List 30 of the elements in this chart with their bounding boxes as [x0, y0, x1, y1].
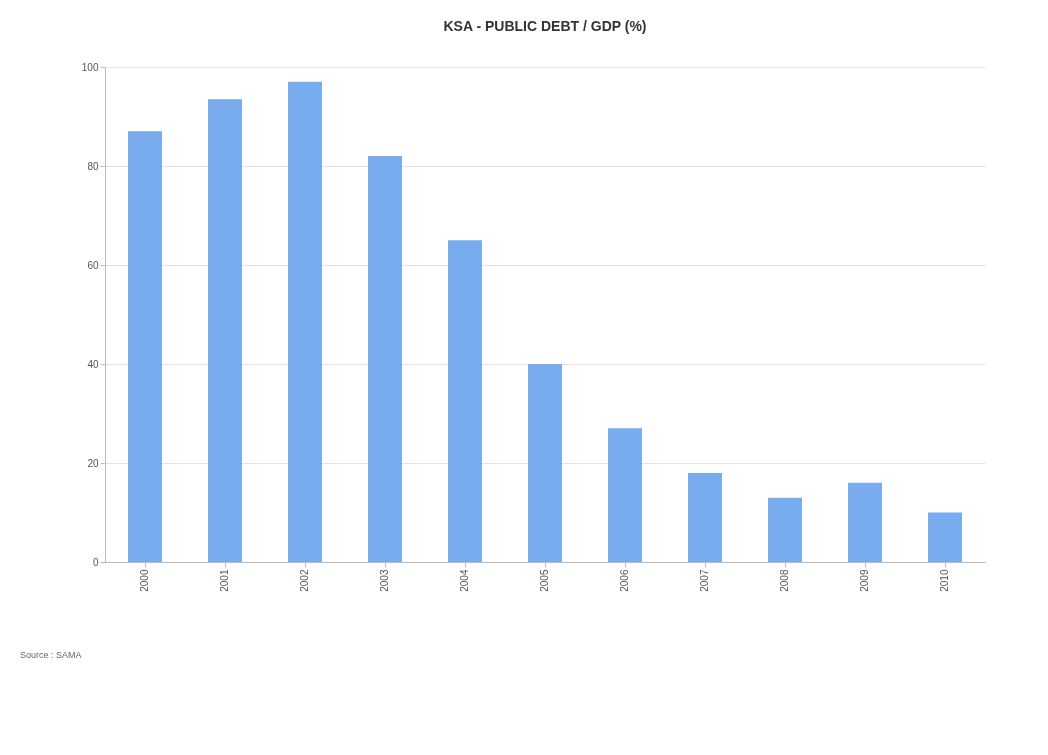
bar: [288, 81, 322, 562]
bar: [528, 364, 562, 562]
bar: [688, 472, 722, 562]
x-tick-label: 2004: [459, 569, 470, 592]
bar: [208, 99, 242, 562]
bar: [368, 156, 402, 562]
x-tick-label: 2003: [379, 569, 390, 592]
bar: [928, 512, 962, 562]
bar: [448, 240, 482, 562]
bar: [768, 497, 802, 562]
x-tick-label: 2001: [219, 569, 230, 592]
y-tick-label: 100: [81, 61, 99, 73]
bar: [848, 482, 882, 562]
x-tick-label: 2009: [859, 569, 870, 592]
bar: [128, 131, 162, 562]
y-tick-label: 40: [87, 358, 99, 370]
x-tick-label: 2005: [539, 569, 550, 592]
chart-title: KSA - PUBLIC DEBT / GDP (%): [443, 18, 647, 34]
x-tick-label: 2006: [619, 569, 630, 592]
x-tick-label: 2000: [139, 569, 150, 592]
y-tick-label: 0: [92, 556, 99, 568]
x-tick-label: 2008: [779, 569, 790, 592]
y-tick-label: 60: [87, 259, 99, 271]
bar: [608, 428, 642, 562]
x-tick-label: 2002: [299, 569, 310, 592]
x-tick-label: 2007: [699, 569, 710, 592]
source-note: Source : SAMA: [20, 649, 82, 660]
y-tick-label: 80: [87, 160, 99, 172]
y-tick-label: 20: [87, 457, 99, 469]
x-tick-label: 2010: [939, 569, 950, 592]
